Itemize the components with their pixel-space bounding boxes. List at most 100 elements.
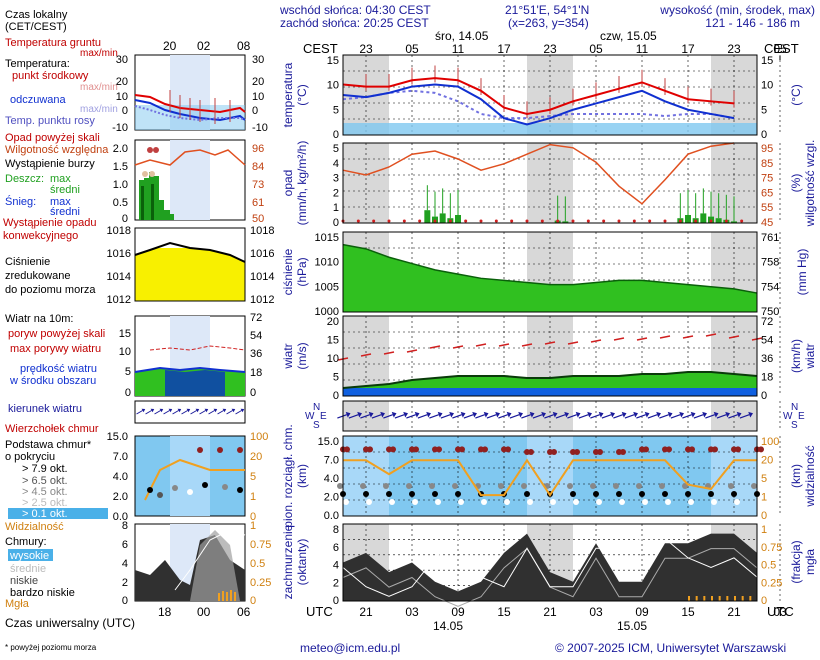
- legend-medium: średnie: [10, 563, 46, 575]
- p6-left-tick: 8: [122, 520, 128, 532]
- right-tick: 0.25: [761, 577, 782, 589]
- cloud-top-dot: [367, 446, 373, 453]
- p2-right-tick: 61: [252, 197, 264, 209]
- wind-arrow: [613, 411, 627, 419]
- wind-arrow-head: [679, 411, 685, 418]
- fog-bar: [718, 596, 721, 601]
- cloud-base-dot: [504, 499, 510, 505]
- gust-mark: [567, 341, 579, 345]
- legend-wind-arrow-shaft: [154, 410, 161, 415]
- wind-arrow-head: [495, 411, 501, 418]
- legend-wind-arrow-head: [222, 408, 227, 413]
- cloud-top-dot: [413, 446, 419, 453]
- wind-arrow: [693, 411, 708, 419]
- cloud-base-dot: [481, 499, 487, 505]
- legend-cover-white: [174, 529, 246, 591]
- fog-bar: [741, 596, 744, 601]
- legend-wind-arrow-shaft: [136, 410, 143, 415]
- left-tick: 4: [333, 158, 339, 170]
- legend-utc-title: Czas uniwersalny (UTC): [5, 616, 135, 630]
- right-tick: 0.5: [761, 560, 776, 572]
- left-tick: 1000: [315, 306, 339, 318]
- cloud-base-dot: [455, 491, 461, 497]
- cover-axis-title: (oktanty): [295, 539, 309, 586]
- legend-fog-bars: [218, 590, 236, 601]
- storm-dot: [571, 219, 575, 223]
- gust-mark: [521, 343, 533, 347]
- sunrise: wschód słońca: 04:30 CEST: [279, 3, 431, 17]
- legend-cover-high: [190, 530, 240, 601]
- wind-arrow: [567, 411, 581, 419]
- wind-arrow: [705, 411, 719, 419]
- wind-arrow-shaft: [601, 414, 612, 419]
- cloud-base-dot: [366, 499, 372, 505]
- wind-arrow: [440, 411, 455, 419]
- fog-bar: [711, 596, 713, 601]
- wind-arrow: [532, 411, 547, 419]
- p5-left-tick: 15.0: [107, 431, 128, 443]
- cloud-top-dot: [344, 446, 350, 453]
- p2-left-tick: 1.0: [113, 179, 128, 191]
- left-tick: 2: [333, 187, 339, 199]
- cloud-axis-title: pion. rozciągł. chm.: [281, 424, 295, 527]
- vis-axis-title: widzialność: [803, 445, 817, 507]
- press-axis-title-right: (mm Hg): [795, 249, 809, 296]
- cloud-top-dot: [551, 449, 557, 455]
- wind-arrow-head: [472, 411, 478, 418]
- wind-arrow-shaft: [670, 414, 681, 419]
- p3-right-tick: 1018: [250, 225, 274, 237]
- legend-local-tick: 02: [197, 39, 211, 53]
- wind-arrow-shaft: [394, 414, 405, 419]
- humidity-axis-title: (%): [789, 174, 803, 193]
- wind-arrow: [647, 411, 662, 419]
- left-tick: 15: [327, 335, 339, 347]
- legend-local-tick: 08: [237, 39, 251, 53]
- storm-dot: [602, 219, 606, 223]
- legend-snow-max: max: [50, 196, 71, 208]
- right-tick: 54: [761, 335, 773, 347]
- wind-axis-title-right: wiatr: [803, 343, 817, 369]
- legend-wind-arrow-head: [204, 408, 209, 413]
- wind-arrow: [452, 411, 466, 419]
- p6-left-tick: 0: [122, 595, 128, 607]
- wind-arrow: [394, 411, 409, 419]
- storm-dot: [724, 219, 728, 223]
- legend-wind-dir: kierunek wiatru: [8, 403, 82, 415]
- legend-high-highlight: [8, 549, 53, 561]
- utc-left: UTC: [306, 604, 333, 619]
- left-tick: 1015: [315, 232, 339, 244]
- cloud-base-dot: [409, 491, 415, 497]
- legend-wind-arrow-shaft: [145, 410, 152, 415]
- p3-right-tick: 1016: [250, 248, 274, 260]
- wind-arrow-shaft: [417, 414, 428, 419]
- legend-wind-arrow: [145, 408, 155, 415]
- wind-arrow-shaft: [613, 414, 623, 419]
- gust-mark: [590, 339, 602, 343]
- soil-band: [343, 123, 757, 135]
- cloud-base-dot: [662, 491, 668, 497]
- wind-arrow: [360, 411, 374, 419]
- p1-right-tick: -10: [252, 122, 268, 134]
- wind-arrow: [636, 411, 650, 419]
- legend-wind-arrow-shaft: [217, 410, 224, 415]
- p5-left-tick: 7.0: [113, 451, 128, 463]
- legend-wind-arrow-head: [231, 408, 236, 413]
- gust-mark: [659, 335, 671, 339]
- compass-n: N: [791, 402, 798, 413]
- cloud-base-dot: [498, 483, 504, 489]
- legend-gust-above: poryw powyżej skali: [8, 328, 105, 340]
- p2-left-tick: 0.5: [113, 197, 128, 209]
- footer-email[interactable]: meteo@icm.edu.pl: [300, 641, 400, 655]
- elevation-title: wysokość (min, środek, max): [659, 3, 815, 17]
- legend-cloud-dot: [217, 447, 223, 453]
- legend-low: niskie: [10, 575, 38, 587]
- right-tick: 72: [761, 316, 773, 328]
- wind-arrow-head: [575, 411, 581, 418]
- legend-wind-line: [134, 366, 246, 373]
- wind-arrow: [383, 411, 397, 419]
- storm-dot: [740, 219, 744, 223]
- cloud-base-dot: [688, 499, 694, 505]
- right-tick: 761: [761, 232, 779, 244]
- legend-snow-mid: średni: [50, 206, 80, 218]
